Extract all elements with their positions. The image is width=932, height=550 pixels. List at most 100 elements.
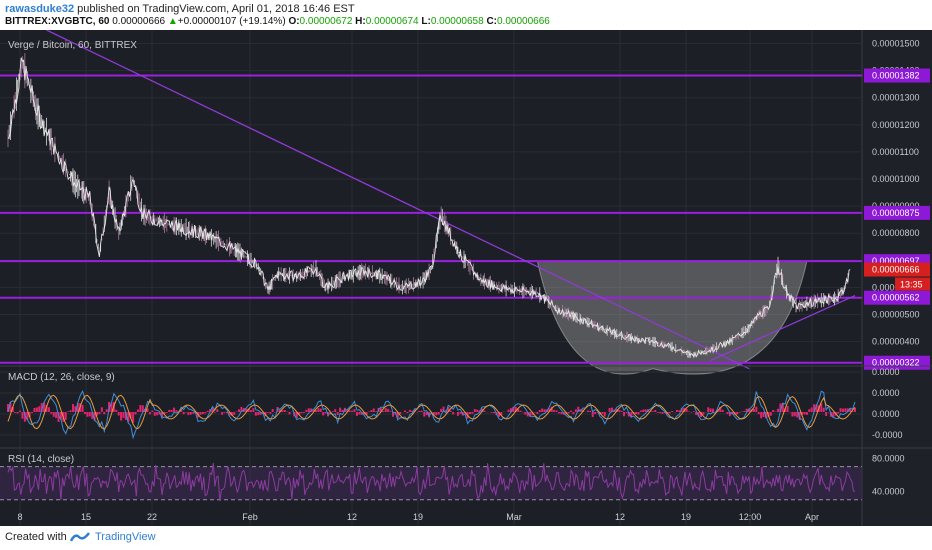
macd-hist-bar <box>346 410 349 412</box>
macd-hist-bar <box>596 412 599 413</box>
macd-hist-bar <box>173 407 176 412</box>
macd-hist-bar <box>211 407 214 412</box>
macd-hist-bar <box>93 412 96 421</box>
macd-hist-bar <box>40 403 43 412</box>
tradingview-link[interactable]: TradingView <box>95 531 156 543</box>
macd-hist-bar <box>651 411 654 412</box>
change-arrow-icon: ▲ <box>167 16 178 27</box>
macd-hist-bar <box>312 409 315 412</box>
macd-hist-bar <box>786 405 789 412</box>
time-axis[interactable]: 8 15 22 Feb 12 19 Mar 12 19 12:00 Apr <box>17 512 819 522</box>
macd-hist-bar <box>493 412 496 414</box>
macd-hist-bar <box>230 412 233 416</box>
macd-hist-bar <box>185 412 188 413</box>
level-label: 0.00000322 <box>872 358 920 368</box>
y-tick-label: 0.00001000 <box>872 174 920 184</box>
macd-hist-bar <box>432 412 435 415</box>
trendlines[interactable] <box>46 30 856 370</box>
macd-hist-bar <box>449 410 452 412</box>
macd-pane: 0.0000 0.0000 0.0000 -0.0000 <box>0 367 903 440</box>
macd-hist-bar <box>45 404 48 412</box>
low-label: L: <box>421 16 431 27</box>
macd-hist-bar <box>351 410 354 412</box>
macd-hist-bar <box>148 412 151 415</box>
macd-hist-bar <box>206 410 209 412</box>
macd-hist-bar <box>365 412 368 415</box>
macd-hist-bar <box>577 406 580 412</box>
macd-hist-bar <box>360 412 363 415</box>
macd-hist-bar <box>772 410 775 412</box>
macd-hist-bar <box>700 412 702 418</box>
macd-hist-bar <box>257 412 260 416</box>
macd-hist-bar <box>543 409 546 412</box>
macd-hist-bar <box>757 412 760 415</box>
macd-hist-bar <box>644 409 647 412</box>
macd-hist-bar <box>594 412 597 414</box>
macd-hist-bar <box>820 403 823 412</box>
countdown-label: 13:35 <box>900 280 923 290</box>
macd-hist-bar <box>841 408 844 412</box>
macd-hist-bar <box>355 412 358 416</box>
macd-hist-bar <box>822 407 825 412</box>
y-tick-label: 0.00001500 <box>872 39 920 49</box>
macd-hist-bar <box>810 407 813 412</box>
chart-canvas[interactable]: 0.000015000.000014000.000013000.00001200… <box>0 30 932 526</box>
macd-hist-bar <box>437 412 440 415</box>
horizontal-levels[interactable] <box>0 74 862 364</box>
level-label: 0.00000875 <box>872 208 920 218</box>
macd-hist-bar <box>406 412 409 414</box>
macd-hist-bar <box>844 408 847 412</box>
macd-hist-bar <box>153 412 156 416</box>
macd-hist-bar <box>26 412 29 420</box>
macd-hist-bar <box>413 409 416 412</box>
footer: Created with TradingView <box>0 526 932 550</box>
macd-hist-bar <box>803 412 806 415</box>
macd-hist-bar <box>252 408 255 412</box>
macd-hist-bar <box>254 412 257 416</box>
macd-hist-bar <box>738 412 741 413</box>
macd-hist-bar <box>158 412 161 415</box>
close-value: 0.00000666 <box>497 16 550 27</box>
macd-hist-bar <box>170 409 173 412</box>
rsi-line <box>7 462 856 502</box>
x-tick-label: 19 <box>681 512 691 522</box>
macd-hist-bar <box>712 408 715 412</box>
macd-hist-bar <box>129 412 132 419</box>
macd-hist-bar <box>697 412 700 417</box>
macd-hist-bar <box>514 406 517 412</box>
macd-hist-bar <box>370 410 373 412</box>
macd-hist-bar <box>372 408 375 412</box>
macd-hist-bar <box>161 412 163 418</box>
author-link[interactable]: rawasduke32 <box>5 3 75 15</box>
macd-hist-bar <box>762 412 765 417</box>
macd-hist-bar <box>245 408 248 412</box>
countdown-bg <box>895 277 930 291</box>
macd-hist-bar <box>531 412 534 416</box>
macd-hist-bar <box>851 411 854 412</box>
macd-hist-bar <box>180 410 183 412</box>
macd-hist-bar <box>21 412 24 419</box>
macd-hist-bar <box>189 412 192 415</box>
x-tick-label: 22 <box>147 512 157 522</box>
macd-hist-bar <box>399 412 402 414</box>
macd-hist-bar <box>796 412 799 418</box>
macd-hist-bar <box>144 408 147 412</box>
macd-hist-bar <box>791 412 794 417</box>
macd-hist-bar <box>204 412 207 414</box>
price-label-bg <box>864 262 930 277</box>
x-tick-label: 19 <box>413 512 423 522</box>
macd-hist-bar <box>574 409 577 412</box>
macd-hist-bar <box>452 412 455 415</box>
y-tick-label: 0.00000500 <box>872 310 920 320</box>
macd-hist-bar <box>358 412 361 415</box>
macd-hist-bar <box>408 409 411 412</box>
macd-hist-bar <box>69 410 72 412</box>
change-value: +0.00000107 (+19.14%) <box>177 16 286 27</box>
x-tick-label: 15 <box>81 512 91 522</box>
macd-hist-bar <box>124 412 127 420</box>
macd-hist-bar <box>50 412 53 414</box>
macd-hist-bar <box>721 409 724 412</box>
macd-hist-bar <box>668 412 671 414</box>
rsi-tick: 80.0000 <box>872 453 905 463</box>
macd-hist-bar <box>96 412 99 416</box>
